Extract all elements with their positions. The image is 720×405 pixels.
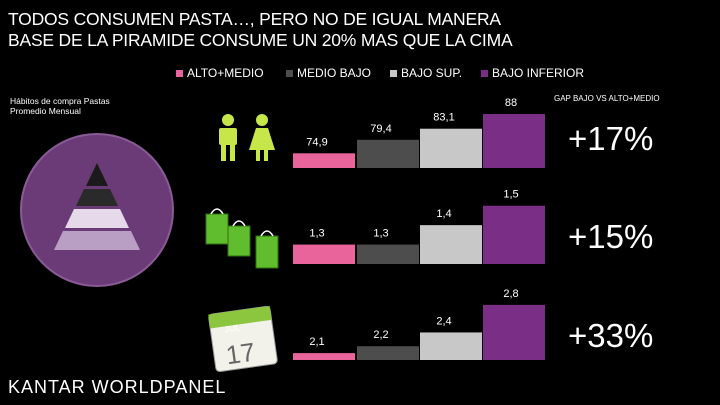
- gap-value-3: +33%: [568, 317, 654, 354]
- data-label-panel2-2: 1,3: [373, 228, 388, 240]
- shopping-bags-icon: [205, 208, 279, 269]
- data-label-panel3-2: 2,2: [373, 329, 388, 341]
- legend-swatch: [176, 69, 183, 77]
- data-label-panel1-2: 79,4: [370, 123, 391, 135]
- subtitle-line-1: Hábitos de compra Pastas: [10, 96, 110, 106]
- legend-item-bajo-sup: BAJO SUP.: [390, 66, 462, 80]
- data-label-panel2-1: 1,3: [309, 228, 324, 240]
- data-label-panel1-1: 74,9: [306, 136, 327, 148]
- gap-value-2: +15%: [568, 218, 654, 255]
- data-label-panel3-1: 2,1: [309, 336, 324, 348]
- legend-label: BAJO SUP.: [401, 66, 463, 80]
- bar-panel2-1: [293, 244, 355, 264]
- legend-item-bajo-inferior: BAJO INFERIOR: [481, 66, 584, 80]
- data-label-panel3-4: 2,8: [503, 288, 518, 300]
- data-label-panel2-4: 1,5: [503, 189, 518, 201]
- bar-panel1-1: [293, 153, 355, 168]
- legend-swatch: [286, 69, 293, 77]
- kantar-worldpanel-logo: KANTAR WORLDPANEL: [8, 377, 227, 397]
- pyramid-icon: [20, 133, 174, 287]
- calendar-icon: JUL 17: [208, 305, 278, 373]
- legend-item-medio-bajo: MEDIO BAJO: [286, 66, 371, 80]
- bar-panel3-1: [293, 353, 355, 360]
- page-subtitle: BASE DE LA PIRAMIDE CONSUME UN 20% MAS Q…: [8, 30, 513, 50]
- bar-panel3-4: [483, 304, 545, 360]
- legend-label: BAJO INFERIOR: [492, 66, 585, 80]
- legend-label: MEDIO BAJO: [297, 66, 372, 80]
- data-label-panel1-4: 88: [505, 97, 517, 109]
- bar-panel1-4: [483, 114, 545, 168]
- data-label-panel2-3: 1,4: [436, 208, 451, 220]
- data-label-panel3-3: 2,4: [436, 315, 451, 327]
- page-title: TODOS CONSUMEN PASTA…, PERO NO DE IGUAL …: [8, 9, 501, 29]
- legend-swatch: [481, 69, 488, 77]
- data-label-panel1-3: 83,1: [433, 112, 454, 124]
- calendar-day: 17: [224, 337, 257, 371]
- gap-label: GAP BAJO VS ALTO+MEDIO: [554, 94, 660, 103]
- subtitle-line-2: Promedio Mensual: [10, 106, 81, 116]
- bar-panel3-3: [420, 332, 482, 360]
- calendar-month: JUL: [224, 322, 241, 334]
- bar-panel1-3: [420, 128, 482, 168]
- bar-panel2-2: [357, 244, 419, 264]
- bar-panel2-3: [420, 225, 482, 264]
- legend-label: ALTO+MEDIO: [187, 66, 264, 80]
- bar-panel2-4: [483, 205, 545, 264]
- bar-panel3-2: [357, 346, 419, 360]
- people-icon: [219, 114, 275, 161]
- bar-panel1-2: [357, 139, 419, 168]
- legend-item-alto-medio: ALTO+MEDIO: [176, 66, 264, 80]
- gap-value-1: +17%: [568, 120, 654, 157]
- legend-swatch: [390, 69, 397, 77]
